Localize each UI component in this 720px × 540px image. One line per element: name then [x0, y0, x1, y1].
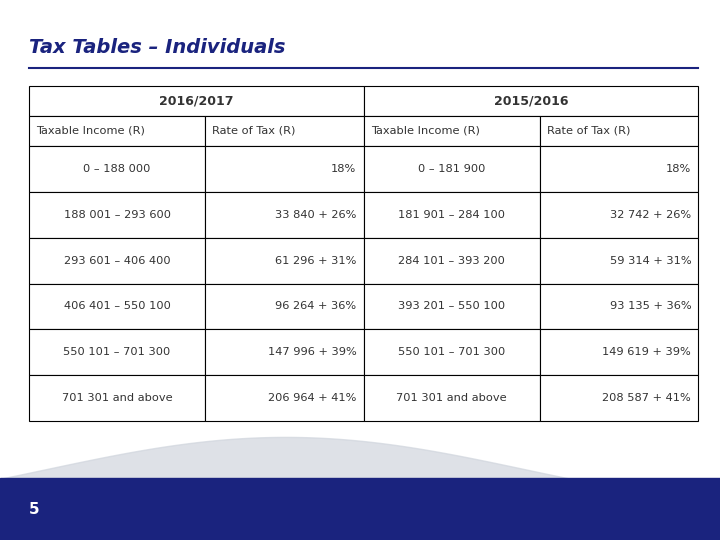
Text: 188 001 – 293 600: 188 001 – 293 600 [63, 210, 171, 220]
Bar [364, 284, 540, 329]
Text: 2016/2017: 2016/2017 [159, 94, 233, 108]
Text: Rate of Tax (R): Rate of Tax (R) [547, 126, 631, 136]
Text: 393 201 – 550 100: 393 201 – 550 100 [398, 301, 505, 312]
Bar [205, 284, 364, 329]
Bar [205, 375, 364, 421]
Text: 0 – 188 000: 0 – 188 000 [84, 164, 150, 174]
Bar [29, 329, 205, 375]
Bar [540, 192, 698, 238]
Text: 149 619 + 39%: 149 619 + 39% [603, 347, 691, 357]
Bar [364, 146, 540, 192]
Bar [364, 238, 540, 284]
Text: 701 301 and above: 701 301 and above [397, 393, 507, 403]
Text: 93 135 + 36%: 93 135 + 36% [610, 301, 691, 312]
Bar [364, 375, 540, 421]
Text: 181 901 – 284 100: 181 901 – 284 100 [398, 210, 505, 220]
Bar [540, 116, 698, 146]
Text: 32 742 + 26%: 32 742 + 26% [610, 210, 691, 220]
Text: 59 314 + 31%: 59 314 + 31% [610, 255, 691, 266]
Bar [540, 375, 698, 421]
Bar [205, 329, 364, 375]
Text: 0 – 181 900: 0 – 181 900 [418, 164, 485, 174]
Bar [29, 86, 364, 116]
Text: 284 101 – 393 200: 284 101 – 393 200 [398, 255, 505, 266]
Text: 550 101 – 701 300: 550 101 – 701 300 [398, 347, 505, 357]
Bar [364, 86, 698, 116]
Text: 701 301 and above: 701 301 and above [62, 393, 172, 403]
Text: Taxable Income (R): Taxable Income (R) [371, 126, 480, 136]
Bar [29, 146, 205, 192]
Text: 147 996 + 39%: 147 996 + 39% [268, 347, 356, 357]
Text: 208 587 + 41%: 208 587 + 41% [603, 393, 691, 403]
Text: 61 296 + 31%: 61 296 + 31% [275, 255, 356, 266]
Bar [364, 116, 540, 146]
Bar [540, 284, 698, 329]
Bar [205, 146, 364, 192]
Text: Tax Tables – Individuals: Tax Tables – Individuals [29, 38, 285, 57]
Bar [29, 192, 205, 238]
Text: 293 601 – 406 400: 293 601 – 406 400 [63, 255, 171, 266]
Text: 550 101 – 701 300: 550 101 – 701 300 [63, 347, 171, 357]
Bar [205, 238, 364, 284]
Bar [364, 192, 540, 238]
Bar [364, 329, 540, 375]
Bar [29, 116, 205, 146]
Text: 5: 5 [29, 502, 40, 517]
Bar [205, 192, 364, 238]
Bar [29, 238, 205, 284]
Text: 96 264 + 36%: 96 264 + 36% [275, 301, 356, 312]
Bar [29, 284, 205, 329]
Bar [540, 146, 698, 192]
Text: Rate of Tax (R): Rate of Tax (R) [212, 126, 296, 136]
Text: 206 964 + 41%: 206 964 + 41% [268, 393, 356, 403]
Bar [205, 116, 364, 146]
Text: Taxable Income (R): Taxable Income (R) [36, 126, 145, 136]
Text: 18%: 18% [331, 164, 356, 174]
Text: 18%: 18% [666, 164, 691, 174]
Text: 406 401 – 550 100: 406 401 – 550 100 [63, 301, 171, 312]
Text: 33 840 + 26%: 33 840 + 26% [275, 210, 356, 220]
Text: 2015/2016: 2015/2016 [494, 94, 568, 108]
Bar [29, 375, 205, 421]
Bar [540, 238, 698, 284]
Bar [540, 329, 698, 375]
